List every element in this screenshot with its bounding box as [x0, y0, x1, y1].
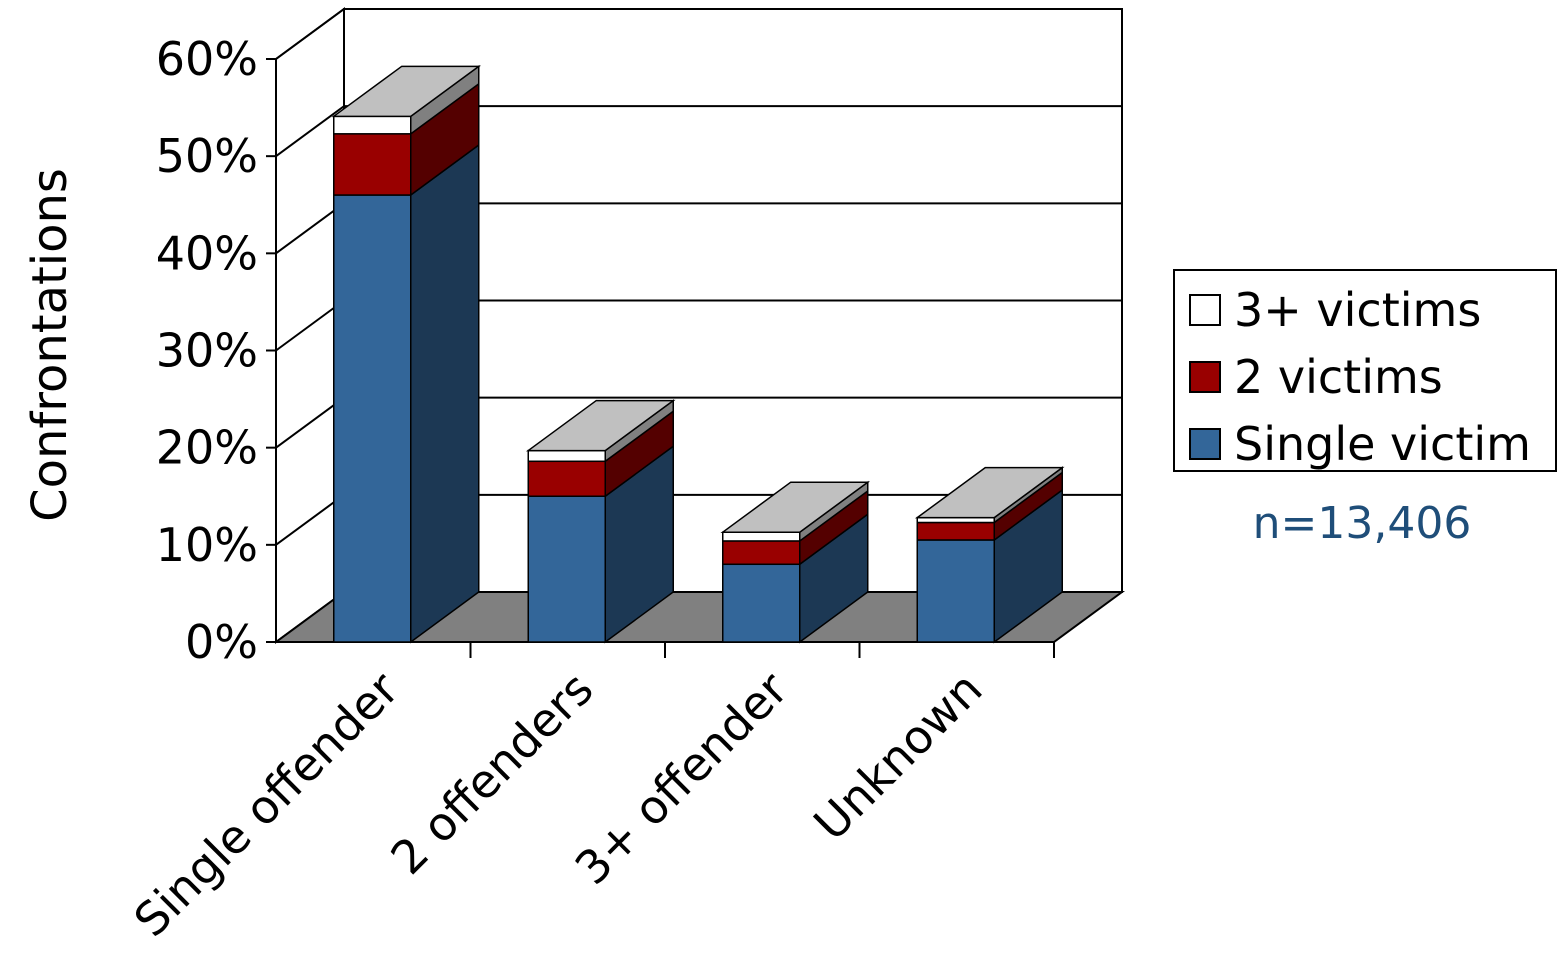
y-tick-label: 50% [156, 129, 258, 183]
bar [916, 539, 995, 643]
bar-segment [916, 471, 1063, 542]
bar-top [720, 481, 871, 533]
legend-label: 3+ victims [1234, 283, 1481, 337]
bar [333, 133, 412, 196]
legend-item: 3+ victims [1189, 283, 1481, 337]
bar-segment [333, 143, 480, 644]
legend: 3+ victims 2 victims Single victim [1173, 269, 1557, 472]
legend-item: Single victim [1189, 417, 1531, 471]
gridline-side [275, 494, 345, 546]
gridline-side [275, 299, 345, 352]
gridline-side [275, 8, 345, 60]
bar [333, 115, 412, 135]
bar-segment [527, 409, 674, 498]
gridline-side [275, 202, 345, 255]
legend-label: Single victim [1234, 417, 1531, 471]
bars [331, 64, 1065, 644]
legend-label: 2 victims [1234, 350, 1443, 404]
y-tick-label: 30% [156, 324, 258, 378]
bar [527, 460, 606, 497]
bar-segment [722, 489, 869, 566]
bar-top [331, 65, 482, 118]
bar [527, 495, 606, 643]
legend-box [1173, 269, 1557, 472]
bar-segment [333, 82, 480, 197]
bar [722, 563, 801, 643]
bar [527, 449, 606, 463]
y-axis-title: Confrontations [22, 168, 78, 522]
bar-top [914, 466, 1065, 519]
bar-segment [527, 444, 674, 644]
x-tick-label: Single offender [124, 662, 410, 948]
bar-top [525, 399, 676, 452]
legend-swatch [1189, 294, 1221, 326]
bar-segment [722, 512, 869, 644]
bar [916, 521, 995, 541]
bar [722, 540, 801, 566]
y-tick-label: 40% [156, 226, 258, 280]
legend-swatch [1189, 361, 1221, 393]
bar [333, 194, 412, 643]
y-tick-labels: 0% 10% 20% 30% 40% 50% 60% [156, 32, 258, 669]
y-tick-label: 20% [156, 421, 258, 475]
y-tick-label: 0% [185, 615, 258, 669]
bar-side [410, 143, 480, 644]
sample-size-note: n=13,406 [1253, 498, 1472, 549]
gridline-side [275, 105, 345, 157]
legend-swatch [1189, 428, 1221, 460]
bar [722, 531, 801, 542]
legend-item: 2 victims [1189, 350, 1443, 404]
x-tick-label: Unknown [803, 662, 992, 851]
y-tick-label: 60% [156, 32, 258, 86]
y-tick-label: 10% [156, 518, 258, 572]
gridline-side [275, 396, 345, 449]
